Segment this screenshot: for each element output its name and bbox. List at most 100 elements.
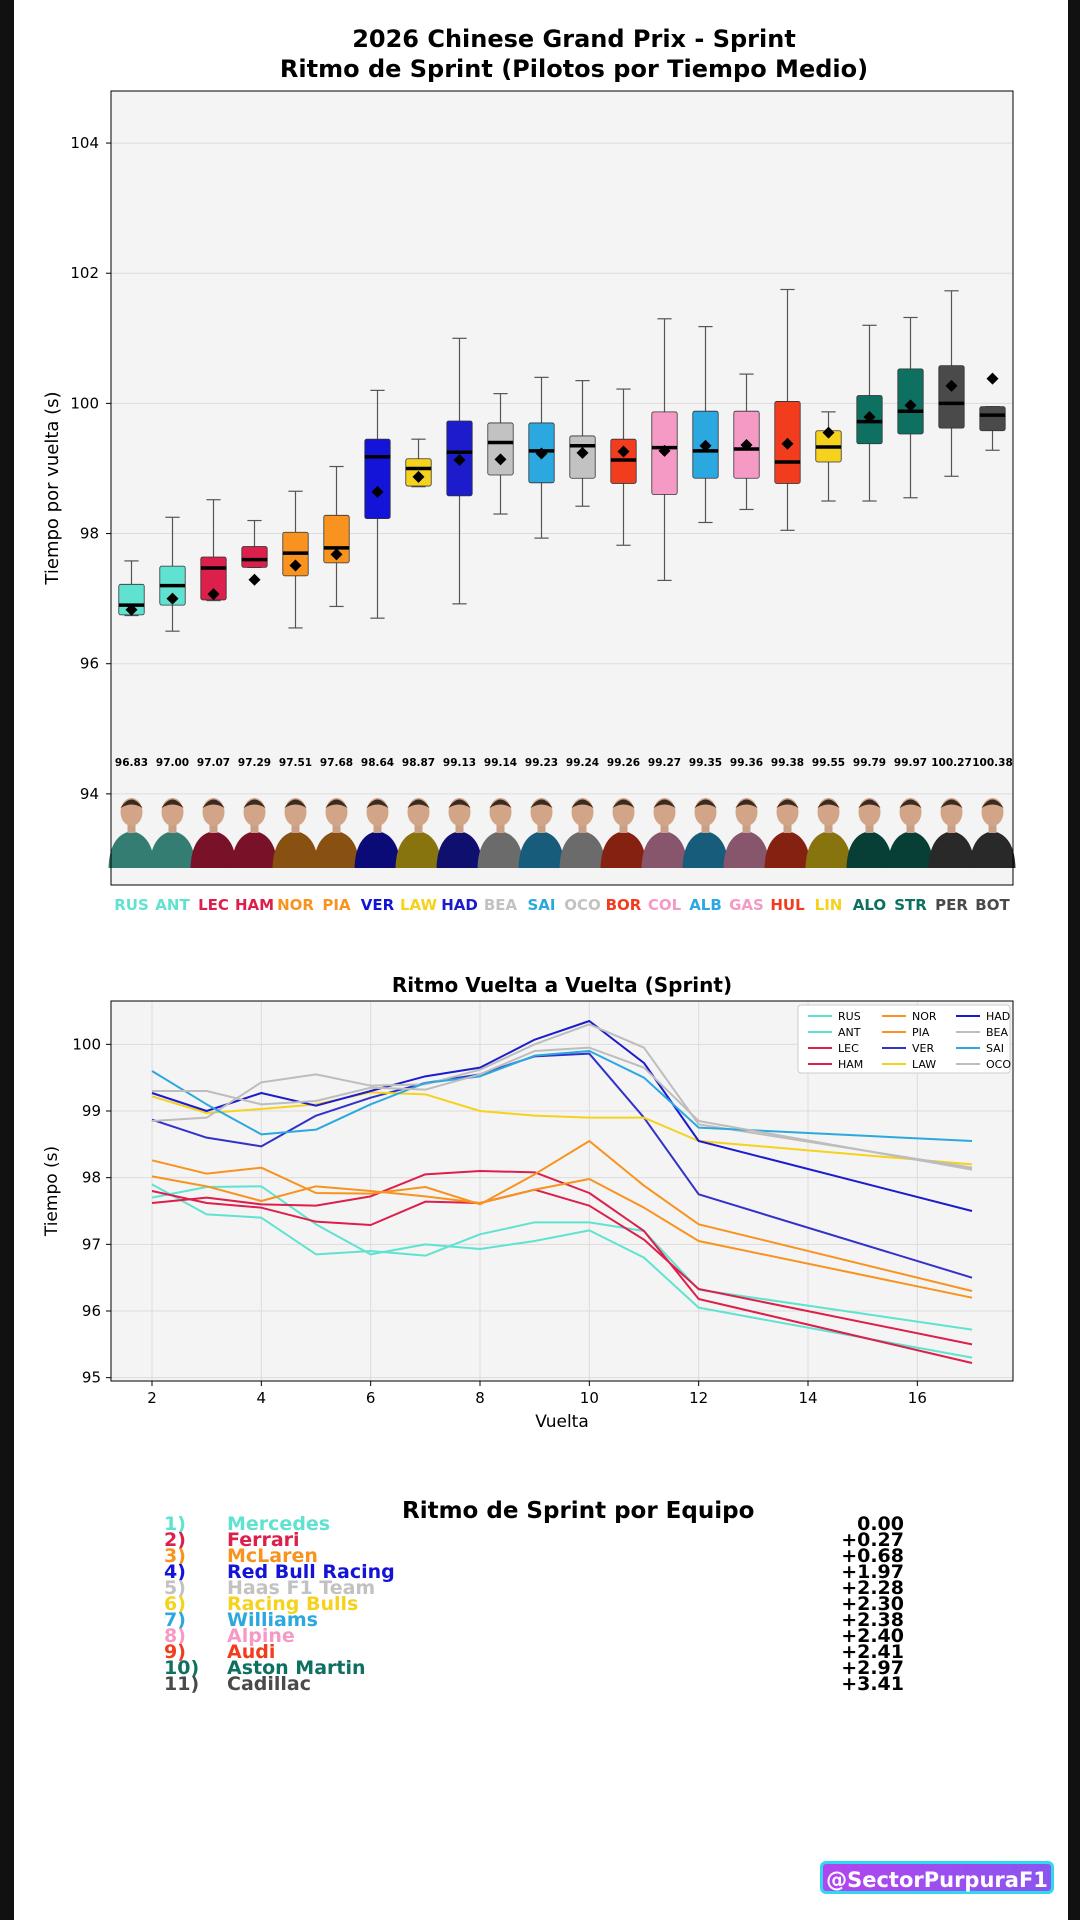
iqr-box (364, 438, 391, 519)
team-name: Williams (227, 1609, 318, 1631)
team-delta: +0.27 (841, 1529, 904, 1551)
portrait-neck (988, 821, 997, 833)
mean-marker (740, 439, 753, 452)
x-tick-label: 4 (257, 1389, 267, 1407)
team-delta: +0.68 (841, 1545, 904, 1567)
team-name: Racing Bulls (227, 1593, 359, 1615)
iqr-box (323, 514, 350, 564)
portrait-neck (578, 821, 587, 833)
driver-box (815, 411, 842, 502)
portrait-neck (414, 821, 423, 833)
driver-box (282, 490, 309, 629)
portrait-hair (489, 799, 512, 808)
driver-code-label: OCO (564, 896, 601, 914)
driver-box (159, 516, 186, 632)
mean-label: 96.83 (115, 757, 148, 769)
mean-marker (945, 379, 958, 392)
mean-marker (371, 485, 384, 498)
legend-label: RUS (838, 1010, 861, 1023)
legend-label: HAD (986, 1010, 1010, 1023)
legend-label: VER (912, 1042, 934, 1055)
y-axis-label: Tiempo (s) (42, 1146, 62, 1237)
driver-code-label: ALO (853, 896, 886, 914)
portrait-body (887, 831, 934, 868)
driver-portrait (272, 798, 319, 868)
team-delta: +2.28 (841, 1577, 904, 1599)
driver-code-label: VER (361, 896, 395, 914)
portrait-body (805, 831, 852, 868)
driver-portrait (190, 798, 237, 868)
portrait-hair (407, 799, 430, 808)
driver-portrait (764, 798, 811, 868)
portrait-neck (250, 821, 259, 833)
driver-code-label: BEA (484, 896, 518, 914)
driver-portrait (682, 798, 729, 868)
mean-marker (207, 588, 220, 601)
mean-marker (822, 426, 835, 439)
team-rank: 1) (164, 1513, 186, 1535)
portrait-neck (168, 821, 177, 833)
lap-line-chart: Ritmo Vuelta a Vuelta (Sprint) 2 4 6 8 10 12 14… (42, 973, 1014, 1432)
mean-marker (699, 439, 712, 452)
portrait-body (190, 831, 237, 868)
driver-portrait (600, 798, 647, 868)
x-tick-label: 16 (908, 1389, 927, 1407)
y-tick-label: 95 (82, 1369, 101, 1387)
driver-code-label: BOR (606, 896, 642, 914)
driver-portrait (723, 798, 770, 868)
mean-marker (412, 470, 425, 483)
line-plot-frame (110, 1000, 1014, 1382)
portrait-hair (899, 799, 922, 808)
driver-box (979, 372, 1006, 451)
legend-label: HAM (838, 1058, 863, 1071)
driver-code-label: COL (648, 896, 682, 914)
y-tick-label: 102 (70, 264, 99, 282)
mean-label: 97.07 (197, 757, 230, 769)
portrait-hair (612, 799, 635, 808)
portrait-neck (906, 821, 915, 833)
portrait-hair (858, 799, 881, 808)
series-line (151, 1188, 973, 1346)
mean-label: 99.97 (894, 757, 927, 769)
portrait-body (272, 831, 319, 868)
legend-label: OCO (986, 1058, 1011, 1071)
portrait-body (313, 831, 360, 868)
driver-box (897, 316, 924, 499)
y-tick-label: 100 (72, 1035, 101, 1053)
iqr-box (938, 365, 965, 429)
mean-label: 99.27 (648, 757, 681, 769)
team-delta: +1.97 (841, 1561, 904, 1583)
x-tick-label: 6 (366, 1389, 376, 1407)
y-tick-label: 100 (70, 394, 99, 412)
y-tick-label: 98 (82, 1169, 101, 1187)
team-rank: 7) (164, 1609, 186, 1631)
driver-code-label: BOT (975, 896, 1010, 914)
mean-label: 99.35 (689, 757, 722, 769)
series-line (151, 1091, 973, 1166)
mean-label: 99.26 (607, 757, 640, 769)
x-tick-label: 12 (689, 1389, 708, 1407)
driver-code-label: NOR (277, 896, 314, 914)
mean-marker (289, 559, 302, 572)
driver-portrait (108, 798, 155, 868)
driver-portrait (641, 798, 688, 868)
legend-label: BEA (986, 1026, 1008, 1039)
y-tick-label: 96 (82, 1302, 101, 1320)
portrait-body (600, 831, 647, 868)
y-tick-label: 98 (80, 525, 99, 543)
portrait-hair (366, 799, 389, 808)
mean-marker (535, 447, 548, 460)
mean-marker (617, 445, 630, 458)
driver-code-label: GAS (729, 896, 764, 914)
team-rank: 10) (164, 1657, 200, 1679)
mean-marker (658, 444, 671, 457)
iqr-box (241, 546, 268, 568)
portrait-body (436, 831, 483, 868)
driver-portrait (231, 798, 278, 868)
team-rank: 2) (164, 1529, 186, 1551)
portrait-neck (332, 821, 341, 833)
series-line (151, 1170, 973, 1364)
mean-marker (863, 411, 876, 424)
driver-code-label: STR (894, 896, 927, 914)
legend-label: PIA (912, 1026, 930, 1039)
